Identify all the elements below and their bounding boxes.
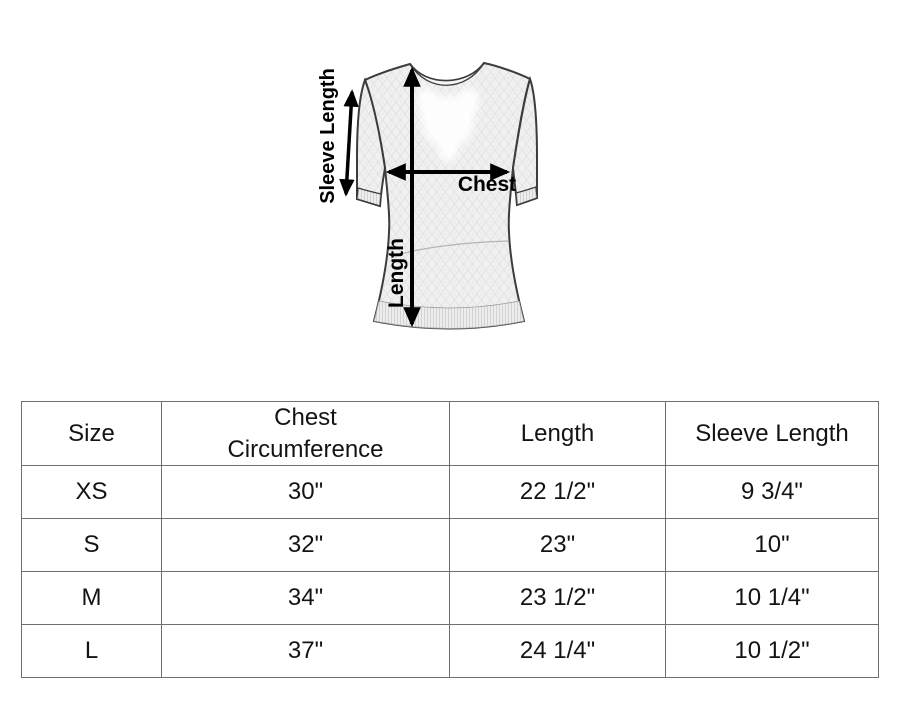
size-cell: S [21, 518, 162, 573]
chest-motif [416, 87, 480, 162]
length-label: Length [385, 238, 408, 308]
sleeve-cell: 10" [665, 518, 879, 573]
chest-cell: 34" [161, 571, 450, 626]
sleeve-cell: 9 3/4" [665, 465, 879, 520]
table-header-row: Size Chest Circumference Length Sleeve L… [21, 400, 879, 467]
sleeve-cell: 10 1/2" [665, 624, 879, 679]
size-cell: XS [21, 465, 162, 520]
chest-label: Chest [458, 173, 516, 196]
garment-collar [409, 62, 485, 86]
chest-cell: 30" [161, 465, 450, 520]
chest-cell: 32" [161, 518, 450, 573]
table-row: M 34" 23 1/2" 10 1/4" [21, 571, 879, 626]
chest-cell: 37" [161, 624, 450, 679]
garment-illustration: Chest Length Sleeve Length [317, 61, 538, 330]
header-sleeve-length: Sleeve Length [665, 400, 879, 467]
length-cell: 23" [449, 518, 666, 573]
size-chart-table: Size Chest Circumference Length Sleeve L… [21, 400, 879, 679]
size-cell: M [21, 571, 162, 626]
sleeve-length-label: Sleeve Length [317, 68, 339, 204]
sleeve-length-arrow [339, 89, 359, 197]
header-chest-circumference: Chest Circumference [161, 400, 450, 467]
garment-measurement-diagram: Chest Length Sleeve Length [300, 45, 580, 355]
table-row: S 32" 23" 10" [21, 518, 879, 573]
table-row: L 37" 24 1/4" 10 1/2" [21, 624, 879, 679]
header-size: Size [21, 400, 162, 467]
length-cell: 24 1/4" [449, 624, 666, 679]
table-row: XS 30" 22 1/2" 9 3/4" [21, 465, 879, 520]
sleeve-cell: 10 1/4" [665, 571, 879, 626]
size-cell: L [21, 624, 162, 679]
garment-right-cuff [515, 186, 538, 206]
length-cell: 22 1/2" [449, 465, 666, 520]
header-length: Length [449, 400, 666, 467]
garment-seam-line [390, 240, 509, 258]
length-cell: 23 1/2" [449, 571, 666, 626]
